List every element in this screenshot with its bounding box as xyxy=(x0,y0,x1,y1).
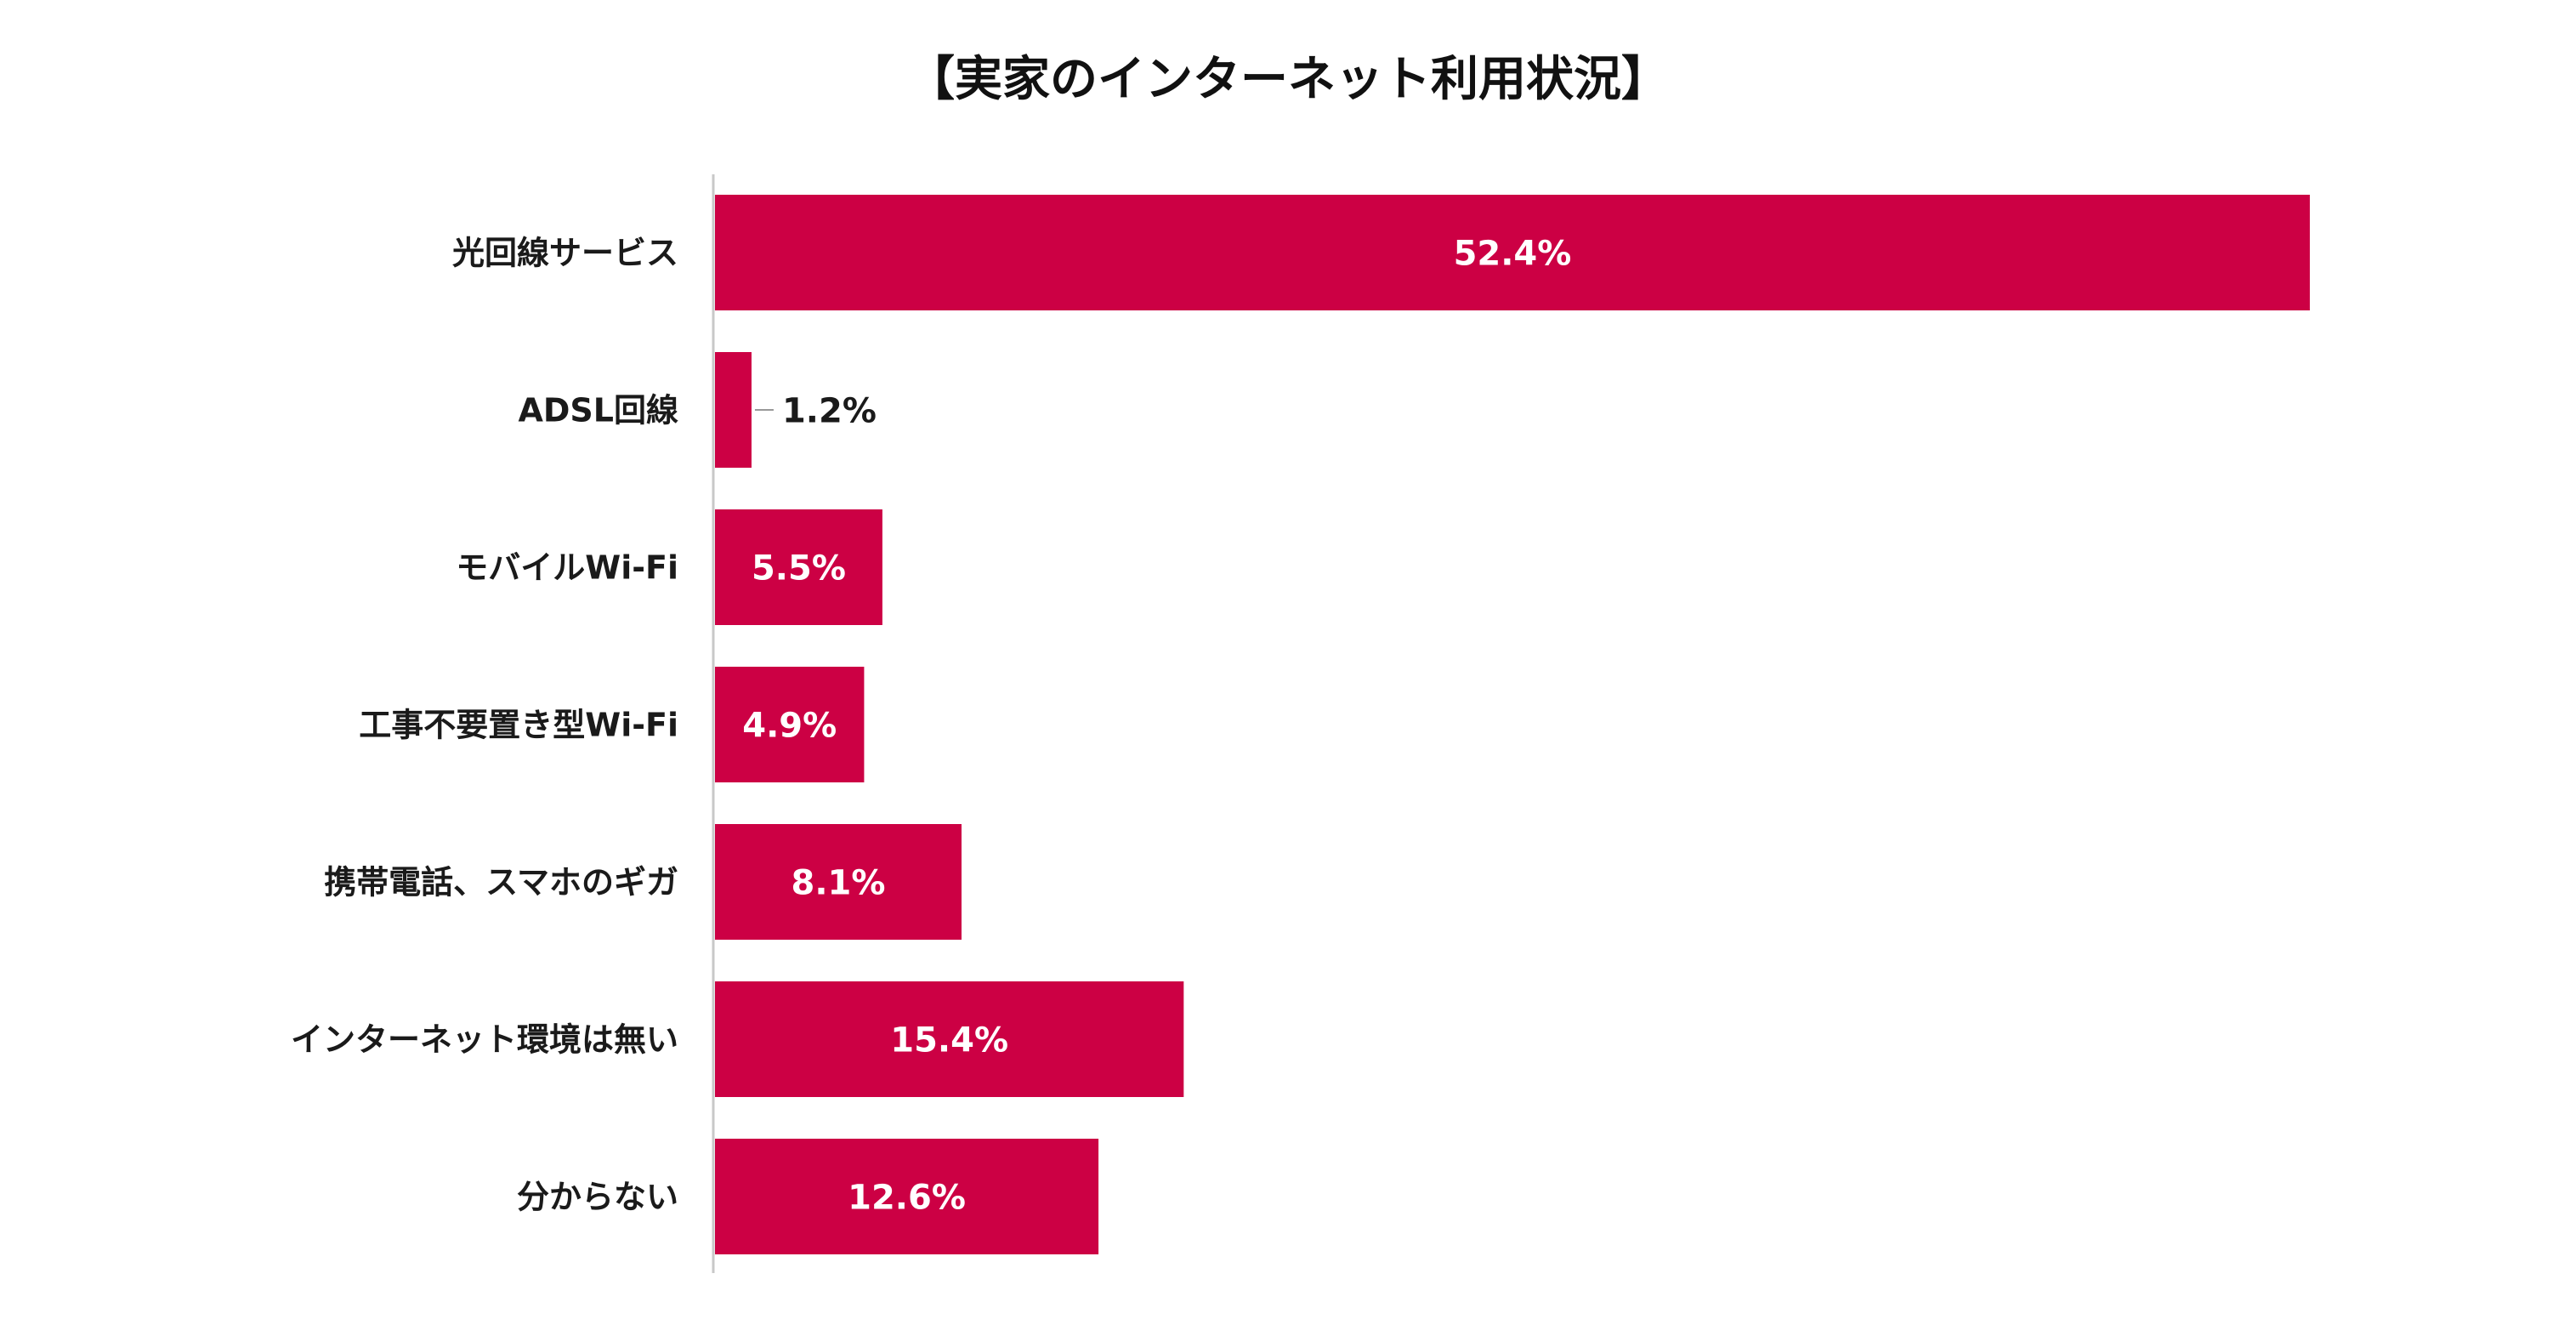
bar-group: 携帯電話、スマホのギガ 8.1% xyxy=(324,824,962,940)
bar xyxy=(715,981,1184,1097)
bar-group: 光回線サービス 52.4% xyxy=(452,195,2310,310)
bar-group: 分からない 12.6% xyxy=(517,1139,1099,1254)
data-label: 1.2% xyxy=(782,391,877,430)
category-label: 工事不要置き型Wi-Fi xyxy=(359,706,678,743)
category-label: モバイルWi-Fi xyxy=(456,549,678,586)
category-label: 分からない xyxy=(517,1178,678,1215)
bar-group: モバイルWi-Fi 5.5% xyxy=(456,509,882,625)
category-label: 光回線サービス xyxy=(452,234,678,271)
category-label: 携帯電話、スマホのギガ xyxy=(324,863,678,901)
bar xyxy=(715,509,882,625)
bar xyxy=(715,667,865,782)
bar-group: 工事不要置き型Wi-Fi 4.9% xyxy=(359,667,865,782)
bars-layer: 光回線サービス 52.4% ADSL回線 1.2% モバイルWi-Fi 5.5% 工事不要置… xyxy=(291,195,2310,1254)
data-label: 15.4% xyxy=(890,1020,1008,1060)
bar xyxy=(715,1139,1099,1254)
bar xyxy=(715,824,962,940)
bar-group: インターネット環境は無い 15.4% xyxy=(291,981,1184,1097)
category-label: インターネット環境は無い xyxy=(291,1020,678,1058)
bar xyxy=(715,195,2310,310)
data-label: 5.5% xyxy=(752,549,846,588)
data-label: 8.1% xyxy=(792,863,886,902)
bar-group: ADSL回線 1.2% xyxy=(518,352,877,468)
category-label: ADSL回線 xyxy=(518,391,678,429)
data-label: 12.6% xyxy=(848,1178,966,1217)
bar xyxy=(715,352,752,468)
data-label: 4.9% xyxy=(742,706,837,745)
chart-title: 【実家のインターネット利用状況】 xyxy=(907,52,1669,107)
data-label: 52.4% xyxy=(1454,234,1572,273)
